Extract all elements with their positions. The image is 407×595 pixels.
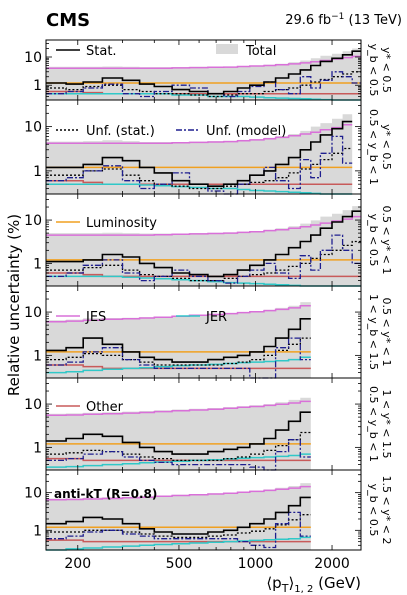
- rapidity-ystar-label: y* < 0.5: [380, 124, 393, 170]
- x-tick-label: 200: [64, 556, 91, 572]
- rapidity-yb-label: y_b < 0.5: [367, 44, 380, 97]
- stat-line: [46, 50, 361, 95]
- unf-model-line: [46, 135, 353, 195]
- unf-model-line: [46, 439, 311, 471]
- jes-line: [46, 400, 311, 417]
- legend-panel-0: Stat. Total: [56, 44, 276, 59]
- legend-label: Unf. (stat.): [86, 124, 155, 139]
- rapidity-yb-label: 0.5 < y_b < 1: [367, 109, 380, 185]
- legend-panel-2: Luminosity: [56, 216, 157, 231]
- unf-stat-line: [46, 514, 311, 539]
- y-tick-label: 1: [33, 164, 42, 180]
- y-tick-label: 10: [24, 397, 42, 413]
- rapidity-ystar-label: 1 < y* < 1.5: [380, 390, 393, 459]
- x-axis-title: ⟨pT⟩1, 2 (GeV): [266, 574, 361, 595]
- stat-line: [46, 496, 311, 535]
- legend-label: Total: [245, 44, 276, 59]
- rapidity-ystar-label: y* < 0.5: [380, 47, 393, 93]
- y-tick-label: 10: [24, 486, 42, 502]
- unf-stat-line: [46, 431, 311, 462]
- unf-model-line: [46, 71, 361, 98]
- stat-line: [46, 318, 311, 363]
- total-band: [46, 302, 311, 378]
- unf-model-line: [46, 337, 311, 379]
- legend-swatch: [216, 44, 238, 54]
- rapidity-ystar-label: 0.5 < y* < 1: [380, 206, 393, 275]
- stat-line: [46, 210, 361, 278]
- unf-model-line: [46, 511, 311, 549]
- jer-line: [46, 356, 311, 374]
- jer-line: [46, 536, 311, 551]
- y-tick-label: 1: [33, 523, 42, 539]
- rapidity-yb-label: 1 < y_b < 1.5: [367, 294, 380, 370]
- y-tick-label: 10: [24, 50, 42, 66]
- y-tick-label: 1: [33, 440, 42, 456]
- stat-line: [46, 411, 311, 455]
- jer-line: [46, 92, 361, 101]
- legend-label: Luminosity: [86, 216, 157, 231]
- rapidity-yb-label: y_b < 0.5: [367, 484, 380, 537]
- total-band: [46, 206, 361, 286]
- jer-line: [46, 183, 353, 195]
- y-tick-label: 10: [24, 213, 42, 229]
- rapidity-yb-label: 0.5 < y_b < 1: [367, 386, 380, 462]
- panel-region-label: 0.5 < y* < 1y_b < 0.5: [367, 206, 393, 275]
- y-axis-title: Relative uncertainty (%): [5, 214, 23, 396]
- unf-model-line: [46, 234, 361, 284]
- panel-region-label: y* < 0.5y_b < 0.5: [367, 44, 393, 97]
- rapidity-ystar-label: 1.5 < y* < 2: [380, 476, 393, 545]
- panel-0: 1 10 y* < 0.5y_b < 0.5: [24, 39, 393, 101]
- rapidity-yb-label: y_b < 0.5: [367, 214, 380, 267]
- stat-line: [46, 120, 353, 187]
- legend-panel-4: Other: [56, 400, 124, 415]
- jes-line: [46, 215, 361, 236]
- panel-frame: [45, 469, 362, 551]
- legend-label: Unf. (model): [206, 124, 286, 139]
- jer-line: [46, 453, 311, 468]
- total-band: [46, 483, 311, 550]
- panel-4: 1 10 1 < y* < 1.50.5 < y_b < 1: [24, 377, 393, 471]
- total-band: [46, 48, 361, 100]
- legend-label: JES: [85, 310, 106, 325]
- experiment-label: CMS: [46, 10, 90, 31]
- y-tick-label: 10: [24, 305, 42, 321]
- panel-1: 1 10 y* < 0.50.5 < y_b < 1: [24, 99, 393, 195]
- legend-panel-1: Unf. (stat.) Unf. (model): [56, 124, 286, 139]
- legend-label: Stat.: [86, 44, 117, 59]
- legend-label: JER: [205, 310, 227, 325]
- x-tick-label: 500: [166, 556, 193, 572]
- legend-label: Other: [86, 400, 124, 415]
- jet-algorithm-annotation: anti-kT (R=0.8): [54, 487, 157, 501]
- y-tick-label: 1: [33, 348, 42, 364]
- y-tick-label: 10: [24, 120, 42, 136]
- jes-line: [46, 55, 361, 69]
- panel-region-label: y* < 0.50.5 < y_b < 1: [367, 109, 393, 185]
- legend-panel-3: JES JER: [56, 310, 227, 325]
- x-axis: 200 500 1000 2000: [64, 556, 349, 572]
- jes-line: [46, 485, 311, 501]
- y-tick-label: 1: [33, 78, 42, 94]
- rapidity-ystar-label: 0.5 < y* < 1: [380, 298, 393, 367]
- panel-5: 1 10 1.5 < y* < 2y_b < 0.5: [24, 469, 393, 551]
- panel-2: 1 10 0.5 < y* < 1y_b < 0.5: [24, 193, 393, 287]
- x-tick-label: 2000: [314, 556, 350, 572]
- jes-line: [46, 124, 353, 145]
- panel-region-label: 1 < y* < 1.50.5 < y_b < 1: [367, 386, 393, 462]
- panel-region-label: 1.5 < y* < 2y_b < 0.5: [367, 476, 393, 545]
- y-tick-label: 1: [33, 256, 42, 272]
- x-tick-label: 1000: [238, 556, 274, 572]
- panel-3: 1 10 0.5 < y* < 11 < y_b < 1.5: [24, 285, 393, 379]
- panel-region-label: 0.5 < y* < 11 < y_b < 1.5: [367, 294, 393, 370]
- other-line: [46, 179, 353, 185]
- lumi-label: 29.6 fb−1 (13 TeV): [285, 12, 402, 28]
